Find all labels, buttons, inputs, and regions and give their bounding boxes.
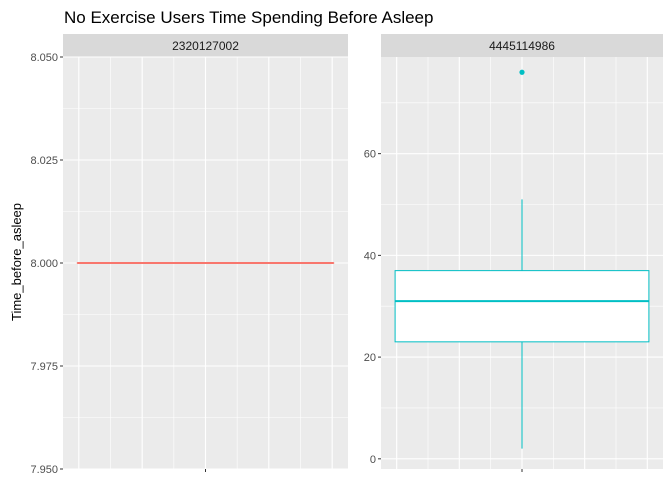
y-tick-label: 8.025 <box>30 155 58 167</box>
y-tick-label: 0 <box>370 454 376 466</box>
chart-title: No Exercise Users Time Spending Before A… <box>64 8 433 27</box>
y-tick-label: 60 <box>364 149 376 161</box>
outlier-point <box>519 69 525 75</box>
facet-panel-1: 2320127002 7.950 7.975 8.000 8.025 8.050 <box>30 34 348 476</box>
facet-panel-2: 4445114986 0 20 40 60 <box>364 34 663 472</box>
facet-strip-label: 2320127002 <box>172 39 239 53</box>
facet-strip <box>63 34 348 57</box>
y-tick-label: 8.050 <box>30 52 58 64</box>
box-iqr <box>394 270 650 343</box>
y-axis-title: Time_before_asleep <box>9 203 24 321</box>
y-tick-label: 7.975 <box>30 361 58 373</box>
facet-strip <box>381 34 663 57</box>
y-tick-label: 8.000 <box>30 258 58 270</box>
y-tick-label: 20 <box>364 352 376 364</box>
y-tick-label: 7.950 <box>30 464 58 476</box>
facet-panels: 2320127002 7.950 7.975 8.000 8.025 8.050 44451… <box>30 34 663 476</box>
facet-strip-label: 4445114986 <box>489 39 555 53</box>
y-tick-label: 40 <box>364 250 376 262</box>
